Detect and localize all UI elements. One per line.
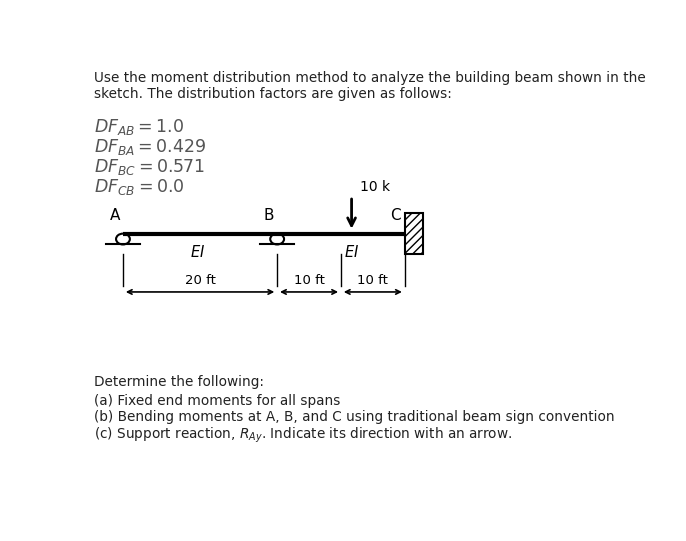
Text: (a) Fixed end moments for all spans: (a) Fixed end moments for all spans [94,394,340,408]
Text: B: B [264,208,274,223]
Text: Determine the following:: Determine the following: [94,375,263,390]
Bar [405,213,423,254]
Text: 10 ft: 10 ft [357,274,388,287]
Text: (c) Support reaction, $R_{Ay}$. Indicate its direction with an arrow.: (c) Support reaction, $R_{Ay}$. Indicate… [94,426,512,445]
Text: $\mathit{DF}_{BA} = 0.429$: $\mathit{DF}_{BA} = 0.429$ [94,137,206,157]
Text: $\mathit{DF}_{CB} = 0.0$: $\mathit{DF}_{CB} = 0.0$ [94,177,185,197]
Text: 20 ft: 20 ft [185,274,215,287]
Text: (b) Bending moments at A, B, and C using traditional beam sign convention: (b) Bending moments at A, B, and C using… [94,410,615,424]
Text: $EI$: $EI$ [190,244,205,260]
Text: 10 ft: 10 ft [294,274,324,287]
Text: $EI$: $EI$ [344,244,359,260]
Text: A: A [110,208,120,223]
Text: Use the moment distribution method to analyze the building beam shown in the
ske: Use the moment distribution method to an… [94,71,646,101]
Text: $\mathit{DF}_{BC} = 0.571$: $\mathit{DF}_{BC} = 0.571$ [94,157,204,177]
Text: C: C [390,208,401,223]
Text: 10 k: 10 k [359,180,390,194]
Text: $\mathit{DF}_{AB} = 1.0$: $\mathit{DF}_{AB} = 1.0$ [94,117,184,137]
